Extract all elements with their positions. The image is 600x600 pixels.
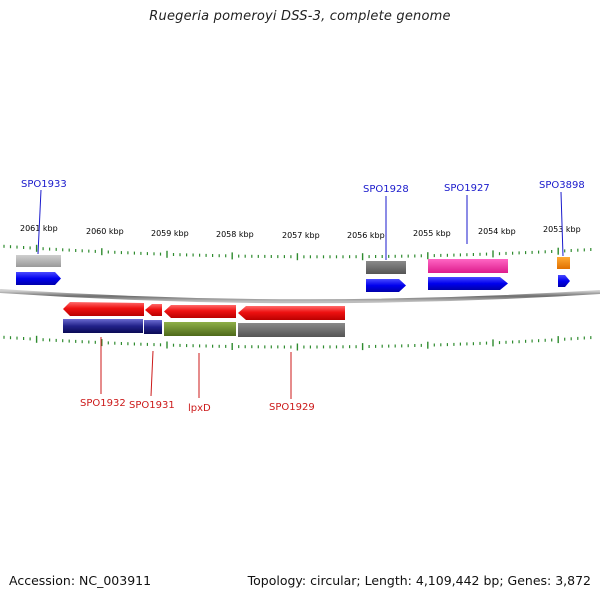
genome-backbone — [0, 289, 600, 304]
gene-arrow-spo3898[interactable] — [558, 275, 570, 287]
gene-label-spo1927[interactable]: SPO1927 — [444, 183, 490, 194]
gene-bar-spo1927[interactable] — [428, 259, 508, 273]
accession-text: Accession: NC_003911 — [9, 573, 152, 588]
scale-ticks-bottom — [3, 335, 592, 351]
gene-arrow-spo1932[interactable] — [63, 302, 144, 316]
kbp-scale-labels: 2061 kbp 2060 kbp 2059 kbp 2058 kbp 2057… — [20, 224, 581, 240]
gene-label-spo1933[interactable]: SPO1933 — [21, 179, 67, 190]
scale-ticks-top — [3, 244, 592, 261]
gene-label-spo3898[interactable]: SPO3898 — [539, 180, 585, 191]
leader-line-spo1931 — [150, 350, 154, 397]
gene-arrow-lpxD[interactable] — [164, 305, 236, 318]
kbp-label: 2057 kbp — [282, 231, 320, 240]
gene-bar-spo1933[interactable] — [16, 255, 61, 267]
genome-info-text: Topology: circular; Length: 4,109,442 bp… — [247, 573, 591, 588]
gene-arrow-spo1927[interactable] — [428, 277, 508, 290]
kbp-label: 2060 kbp — [86, 227, 124, 236]
gene-bar-spo1932[interactable] — [63, 319, 143, 333]
gene-bar-spo1931[interactable] — [144, 320, 162, 334]
gene-bar-spo3898[interactable] — [557, 257, 570, 269]
gene-label-spo1931[interactable]: SPO1931 — [129, 400, 175, 411]
gene-arrow-spo1929[interactable] — [238, 306, 345, 320]
gene-arrow-spo1928[interactable] — [366, 279, 406, 292]
gene-label-spo1929[interactable]: SPO1929 — [269, 402, 315, 413]
gene-arrow-spo1933[interactable] — [16, 272, 61, 285]
leader-line-spo3898 — [560, 191, 564, 257]
gene-label-lpxD[interactable]: lpxD — [188, 403, 211, 414]
gene-bar-spo1928[interactable] — [366, 261, 406, 274]
leader-line-spo1933 — [37, 189, 42, 255]
gene-bar-lpxD[interactable] — [164, 322, 236, 336]
kbp-label: 2059 kbp — [151, 229, 189, 238]
gene-label-spo1928[interactable]: SPO1928 — [363, 184, 409, 195]
gene-arrow-spo1931[interactable] — [145, 304, 162, 316]
kbp-label: 2054 kbp — [478, 227, 516, 236]
gene-label-spo1932[interactable]: SPO1932 — [80, 398, 126, 409]
kbp-label: 2055 kbp — [413, 229, 451, 238]
kbp-label: 2056 kbp — [347, 231, 385, 240]
genome-title: Ruegeria pomeroyi DSS-3, complete genome — [149, 9, 451, 24]
gene-bar-spo1929[interactable] — [238, 323, 345, 337]
kbp-label: 2058 kbp — [216, 230, 254, 239]
